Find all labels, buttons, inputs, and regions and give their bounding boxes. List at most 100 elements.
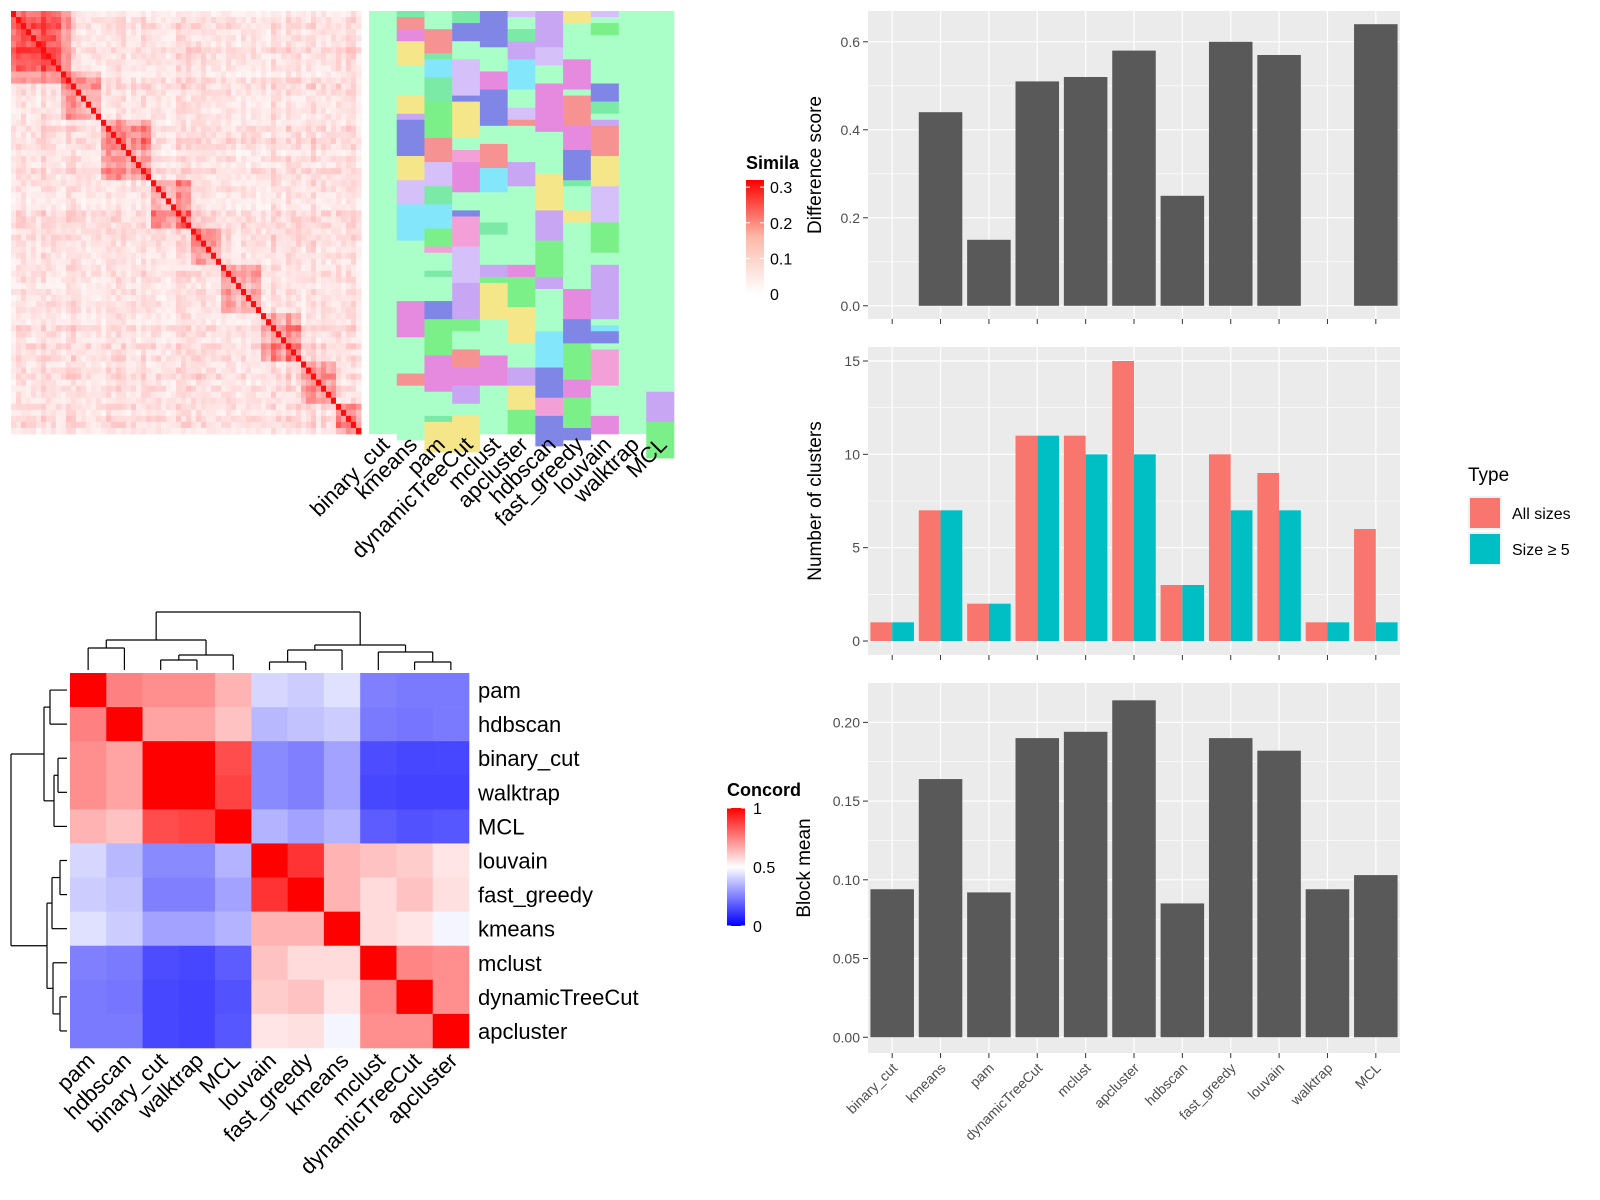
similarity-cell — [291, 210, 297, 217]
similarity-cell — [206, 361, 212, 368]
label-matrix-cell — [479, 264, 508, 278]
similarity-cell — [26, 270, 32, 278]
similarity-cell — [201, 415, 207, 423]
similarity-cell — [121, 264, 127, 272]
similarity-cell — [161, 258, 167, 266]
similarity-cell — [356, 258, 362, 266]
similarity-cell — [256, 234, 262, 242]
similarity-cell — [126, 180, 132, 187]
label-matrix-cell — [452, 192, 481, 211]
similarity-cell — [291, 409, 297, 417]
label-matrix-cell — [452, 367, 481, 386]
similarity-cell — [236, 89, 242, 96]
similarity-cell — [301, 156, 307, 163]
similarity-cell — [241, 119, 247, 127]
similarity-cell — [116, 89, 122, 96]
similarity-cell — [106, 131, 112, 139]
similarity-cell — [271, 409, 277, 417]
similarity-cell — [61, 373, 67, 381]
similarity-cell — [51, 295, 57, 302]
similarity-cell — [271, 29, 277, 36]
similarity-cell — [181, 119, 187, 127]
similarity-cell — [306, 282, 312, 290]
similarity-cell — [146, 264, 152, 272]
similarity-cell — [256, 409, 262, 417]
similarity-cell — [351, 53, 357, 60]
similarity-cell — [216, 156, 222, 163]
similarity-cell — [16, 222, 22, 229]
similarity-cell — [326, 107, 332, 115]
similarity-cell — [231, 331, 237, 338]
similarity-cell — [311, 307, 317, 314]
similarity-cell — [41, 41, 47, 48]
similarity-cell — [26, 210, 32, 217]
similarity-cell — [336, 301, 342, 308]
similarity-cell — [271, 240, 277, 248]
similarity-cell — [321, 319, 327, 326]
similarity-cell — [146, 89, 152, 96]
similarity-cell — [86, 234, 92, 242]
similarity-cell — [161, 35, 167, 42]
similarity-cell — [26, 101, 32, 109]
similarity-cell — [16, 35, 22, 42]
similarity-cell — [81, 264, 87, 272]
similarity-cell — [106, 168, 112, 175]
similarity-cell — [156, 403, 162, 411]
similarity-cell — [51, 41, 57, 48]
similarity-cell — [306, 403, 312, 411]
similarity-cell — [286, 35, 292, 42]
label-matrix-cell — [479, 192, 508, 223]
similarity-cell — [356, 288, 362, 296]
similarity-cell — [146, 349, 152, 356]
similarity-cell — [31, 47, 37, 54]
similarity-cell — [76, 143, 82, 151]
similarity-cell — [326, 313, 332, 320]
similarity-cell — [66, 143, 72, 151]
similarity-cell — [316, 131, 322, 139]
similarity-cell — [326, 41, 332, 48]
similarity-cell — [186, 59, 192, 66]
similarity-cell — [246, 174, 252, 181]
similarity-cell — [291, 29, 297, 36]
similarity-cell — [41, 35, 47, 42]
similarity-cell — [26, 409, 32, 417]
similarity-cell — [11, 421, 17, 429]
similarity-cell — [216, 137, 222, 145]
similarity-cell — [91, 264, 97, 272]
similarity-cell — [296, 234, 302, 242]
similarity-cell — [181, 101, 187, 109]
similarity-cell — [146, 252, 152, 260]
similarity-cell — [61, 355, 67, 362]
similarity-cell — [41, 403, 47, 411]
similarity-cell — [191, 295, 197, 302]
similarity-cell — [191, 361, 197, 368]
similarity-cell — [311, 162, 317, 169]
similarity-cell — [241, 11, 247, 18]
similarity-cell — [201, 270, 207, 278]
similarity-cell — [96, 17, 102, 24]
similarity-cell — [251, 107, 257, 115]
similarity-cell — [56, 35, 62, 42]
similarity-cell — [156, 379, 162, 387]
similarity-cell — [176, 101, 182, 109]
similarity-cell — [11, 349, 17, 356]
similarity-cell — [41, 379, 47, 387]
similarity-cell — [76, 29, 82, 36]
similarity-cell — [136, 168, 142, 175]
similarity-cell — [271, 331, 277, 338]
similarity-cell — [81, 421, 87, 429]
similarity-cell — [296, 77, 302, 84]
similarity-cell — [236, 409, 242, 417]
similarity-cell — [266, 77, 272, 84]
similarity-cell — [106, 113, 112, 121]
similarity-cell — [76, 301, 82, 308]
similarity-cell — [341, 180, 347, 187]
similarity-cell — [61, 137, 67, 145]
similarity-cell — [176, 361, 182, 368]
similarity-cell — [306, 295, 312, 302]
similarity-cell — [156, 385, 162, 393]
similarity-cell — [191, 83, 197, 90]
similarity-cell — [171, 246, 177, 254]
similarity-cell — [161, 228, 167, 235]
similarity-cell — [266, 403, 272, 411]
